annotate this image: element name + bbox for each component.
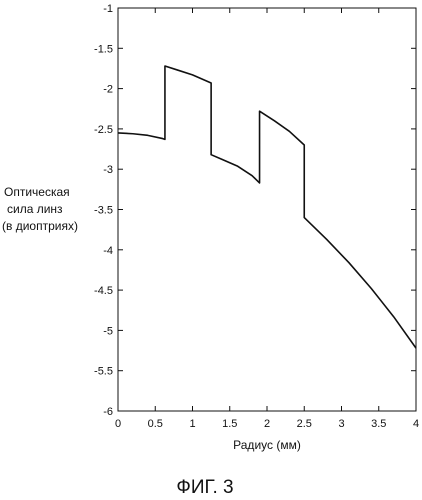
x-axis-ticks: 0 0.5 1 1.5 2 2.5 3 3.5 4: [115, 8, 419, 430]
x-tick-label: 3.5: [371, 418, 386, 430]
y-tick-label: -3: [103, 164, 113, 176]
y-tick-label: -5.5: [94, 366, 113, 378]
series-line: [118, 66, 416, 348]
y-tick-label: -2.5: [94, 124, 113, 136]
y-tick-label: -1: [103, 3, 113, 15]
y-tick-label: -3.5: [94, 205, 113, 217]
y-tick-label: -2: [103, 84, 113, 96]
plot-frame: [118, 8, 416, 411]
y-tick-label: -6: [103, 406, 113, 418]
y-tick-label: -1.5: [94, 43, 113, 55]
figure-caption: ФИГ. 3: [176, 477, 233, 498]
x-tick-label: 1: [189, 418, 195, 430]
x-tick-label: 2.5: [297, 418, 312, 430]
x-tick-label: 2: [264, 418, 270, 430]
y-tick-label: -4: [103, 245, 113, 257]
y-axis-label-line-1: Оптическая: [4, 185, 70, 199]
x-tick-label: 0.5: [148, 418, 163, 430]
x-axis-label: Радиус (мм): [233, 438, 301, 452]
y-axis-label-line-2: сила линз: [7, 202, 63, 216]
y-axis-ticks: -1 -1.5 -2 -2.5 -3 -3.5 -4 -4.5 -5 -5.5 -6: [94, 3, 416, 418]
x-tick-label: 4: [413, 418, 419, 430]
y-axis-label-line-3: (в диоптриях): [2, 219, 78, 233]
x-tick-label: 3: [338, 418, 344, 430]
y-tick-label: -4.5: [94, 285, 113, 297]
x-tick-label: 1.5: [222, 418, 237, 430]
x-tick-label: 0: [115, 418, 121, 430]
y-tick-label: -5: [103, 325, 113, 337]
